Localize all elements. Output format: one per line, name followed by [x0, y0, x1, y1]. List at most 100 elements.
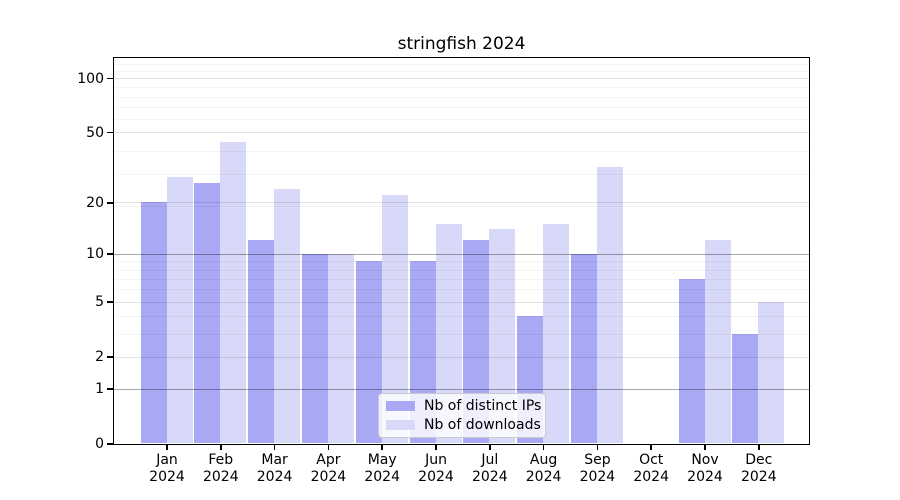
x-tick-line: 2024 [310, 469, 347, 485]
x-tick-line: Jul [481, 452, 499, 468]
x-tick-line: Feb [208, 452, 234, 468]
x-tick-line: 2024 [471, 469, 508, 485]
minor-gridline [113, 151, 809, 153]
x-tick-mark [758, 445, 760, 450]
x-tick-line: 2024 [202, 469, 239, 485]
x-tick-line: 2024 [740, 469, 777, 485]
bar-downloads [220, 142, 247, 444]
legend-item-downloads: Nb of downloads [386, 417, 541, 433]
x-tick-line: 2024 [149, 469, 185, 485]
x-tick-mark [542, 445, 545, 450]
x-tick-line: Oct [639, 452, 664, 468]
y-tick-label-50: 50 [86, 124, 104, 141]
minor-gridline [113, 206, 809, 208]
x-tick-line: 2024 [579, 469, 616, 485]
bar-distinct-ips [248, 240, 275, 444]
bar-downloads [274, 188, 301, 444]
gridline-50 [113, 132, 809, 134]
y-tick-label-100: 100 [77, 70, 104, 87]
x-tick-mark [650, 445, 652, 450]
y-tick-label-0: 0 [95, 436, 104, 452]
minor-gridline [113, 289, 809, 291]
gridline-10 [113, 253, 809, 255]
chart-title: stringfish 2024 [397, 34, 526, 54]
minor-gridline [113, 278, 809, 280]
x-tick-mark [166, 445, 168, 450]
minor-gridline [113, 119, 809, 121]
y-tick-label-20: 20 [86, 194, 104, 211]
x-tick-label-mar: Mar 2024 [243, 452, 307, 486]
legend-swatch-distinct-ips-icon [386, 401, 415, 412]
y-tick-mark [107, 443, 113, 445]
x-tick-line: May [367, 452, 397, 468]
x-tick-line: Dec [745, 452, 773, 468]
gridline-1 [113, 388, 809, 390]
x-tick-mark [381, 445, 383, 450]
minor-gridline [113, 87, 809, 89]
x-tick-mark [489, 445, 491, 450]
minor-gridline [113, 107, 809, 109]
bar-downloads [704, 240, 731, 444]
y-tick-label-5: 5 [95, 294, 104, 311]
bar-downloads [596, 166, 623, 444]
bar-downloads [543, 223, 570, 444]
legend-label-distinct-ips: Nb of distinct IPs [424, 398, 542, 415]
bar-distinct-ips [355, 261, 382, 444]
x-tick-label-oct: Oct 2024 [619, 452, 683, 486]
y-tick-mark [107, 301, 113, 303]
x-tick-line: Jan [156, 452, 178, 468]
x-tick-mark [220, 445, 222, 450]
x-tick-line: Mar [261, 452, 288, 468]
bar-downloads [166, 176, 193, 444]
bar-downloads [758, 301, 785, 444]
x-tick-line: 2024 [418, 469, 454, 485]
bar-distinct-ips [194, 182, 221, 444]
x-tick-line: 2024 [525, 469, 562, 485]
bar-downloads [327, 253, 354, 444]
legend-label-downloads: Nb of downloads [424, 416, 541, 433]
bar-distinct-ips [140, 202, 167, 444]
x-tick-label-jan: Jan 2024 [135, 452, 199, 486]
x-tick-line: Jun [425, 452, 447, 468]
y-tick-mark [107, 388, 113, 390]
x-tick-label-feb: Feb 2024 [189, 452, 253, 486]
x-tick-label-dec: Dec 2024 [727, 452, 791, 486]
x-tick-line: 2024 [633, 469, 669, 485]
minor-gridline [113, 261, 809, 263]
x-tick-line: 2024 [256, 469, 293, 485]
minor-gridline [113, 269, 809, 271]
plot-area [112, 56, 810, 445]
x-tick-label-may: May 2024 [350, 452, 414, 486]
minor-gridline [113, 71, 809, 73]
x-tick-label-jul: Jul 2024 [458, 452, 522, 486]
x-tick-label-aug: Aug 2024 [512, 452, 576, 486]
minor-gridline [113, 174, 809, 176]
y-tick-mark [107, 356, 113, 358]
y-tick-label-2: 2 [95, 349, 104, 366]
gridline-2 [113, 356, 809, 358]
y-tick-mark [107, 202, 113, 204]
x-tick-mark [435, 445, 437, 450]
x-tick-label-sep: Sep 2024 [565, 452, 629, 486]
bar-distinct-ips [301, 253, 328, 444]
legend: Nb of distinct IPs Nb of downloads [378, 393, 546, 438]
minor-gridline [113, 64, 809, 66]
y-tick-mark [107, 253, 113, 255]
gridline-5 [113, 301, 809, 303]
x-tick-line: Sep [584, 452, 611, 468]
x-tick-line: Apr [316, 452, 341, 468]
minor-gridline [113, 333, 809, 335]
x-tick-line: Nov [691, 452, 719, 468]
x-tick-label-apr: Apr 2024 [296, 452, 360, 486]
gridline-100 [113, 78, 809, 80]
x-tick-label-jun: Jun 2024 [404, 452, 468, 486]
x-tick-mark [273, 445, 276, 450]
y-tick-label-10: 10 [86, 246, 104, 263]
bar-distinct-ips [678, 278, 705, 444]
x-tick-line: Aug [529, 452, 558, 468]
minor-gridline [113, 316, 809, 318]
y-tick-mark [107, 77, 113, 80]
x-tick-line: 2024 [364, 469, 400, 485]
legend-swatch-downloads-icon [386, 419, 415, 430]
